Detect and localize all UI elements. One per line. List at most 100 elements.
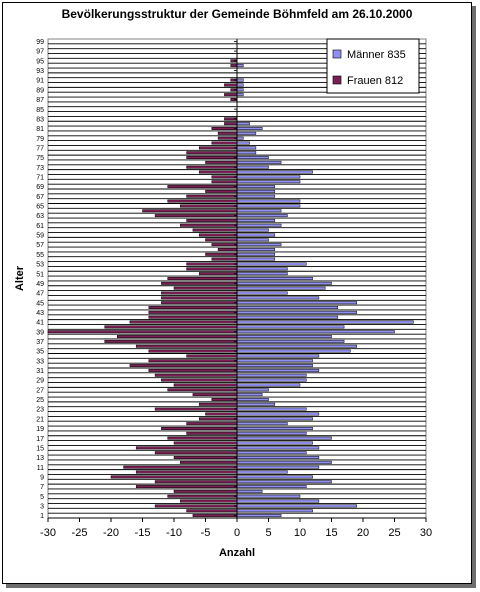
bar-frauen bbox=[154, 214, 238, 218]
bar-frauen bbox=[186, 267, 238, 271]
bar-frauen bbox=[148, 349, 238, 353]
bar-maenner bbox=[236, 339, 345, 343]
chart-frame: Bevölkerungsstruktur der Gemeinde Böhmfe… bbox=[2, 2, 472, 584]
bar-frauen bbox=[192, 393, 238, 397]
bar-maenner bbox=[236, 407, 307, 411]
y-tick-label: 21 bbox=[36, 416, 44, 423]
bar-maenner bbox=[236, 470, 288, 474]
bar-maenner bbox=[236, 364, 313, 368]
bar-frauen bbox=[186, 156, 238, 160]
bar-frauen bbox=[211, 127, 238, 130]
bar-frauen bbox=[198, 402, 238, 406]
x-tick-label: 30 bbox=[420, 527, 432, 539]
bar-maenner bbox=[236, 218, 276, 222]
bar-maenner bbox=[236, 465, 320, 469]
bar-maenner bbox=[236, 373, 307, 377]
y-tick-label: 3 bbox=[40, 504, 44, 511]
y-tick-label: 47 bbox=[36, 291, 44, 298]
bar-frauen bbox=[205, 238, 238, 242]
bar-maenner bbox=[236, 93, 244, 97]
bar-maenner bbox=[236, 422, 288, 426]
bar-maenner bbox=[236, 64, 244, 68]
y-tick-label: 75 bbox=[36, 155, 44, 162]
y-tick-label: 63 bbox=[36, 213, 44, 220]
bar-maenner bbox=[236, 349, 351, 353]
bar-frauen bbox=[198, 146, 238, 150]
bar-frauen bbox=[167, 494, 238, 498]
bar-maenner bbox=[236, 160, 282, 164]
bar-maenner bbox=[236, 267, 288, 271]
y-tick-label: 37 bbox=[36, 339, 44, 346]
bar-frauen bbox=[186, 431, 238, 435]
bar-frauen bbox=[211, 257, 238, 261]
y-tick-label: 5 bbox=[40, 494, 44, 501]
bar-maenner bbox=[236, 141, 250, 145]
y-tick-label: 93 bbox=[36, 68, 44, 75]
bar-maenner bbox=[236, 78, 244, 82]
bar-maenner bbox=[236, 189, 276, 193]
y-tick-label: 9 bbox=[40, 474, 44, 481]
x-tick-label: -20 bbox=[103, 527, 119, 539]
bar-maenner bbox=[236, 514, 282, 518]
legend-label-maenner: Männer 835 bbox=[347, 49, 406, 61]
bar-maenner bbox=[236, 402, 276, 406]
bar-frauen bbox=[167, 436, 238, 440]
y-tick-label: 61 bbox=[36, 223, 44, 230]
bar-maenner bbox=[236, 378, 307, 382]
bar-frauen bbox=[148, 310, 238, 314]
bar-maenner bbox=[236, 509, 313, 513]
bar-frauen bbox=[192, 514, 238, 518]
bar-maenner bbox=[236, 122, 250, 126]
bar-maenner bbox=[236, 310, 357, 314]
bar-frauen bbox=[198, 170, 238, 174]
bar-maenner bbox=[236, 281, 332, 285]
bar-maenner bbox=[236, 330, 395, 334]
bar-frauen bbox=[154, 480, 238, 484]
bar-maenner bbox=[236, 131, 257, 135]
bar-maenner bbox=[236, 175, 301, 179]
bar-maenner bbox=[236, 194, 276, 198]
y-tick-label: 7 bbox=[40, 484, 44, 491]
x-tick-label: -10 bbox=[166, 527, 182, 539]
y-tick-label: 65 bbox=[36, 204, 44, 211]
y-tick-label: 15 bbox=[36, 445, 44, 452]
x-tick-label: -15 bbox=[135, 527, 151, 539]
bar-frauen bbox=[186, 262, 238, 266]
y-tick-label: 25 bbox=[36, 397, 44, 404]
bar-maenner bbox=[236, 397, 269, 401]
bar-frauen bbox=[211, 397, 238, 401]
bar-frauen bbox=[211, 141, 238, 145]
bar-maenner bbox=[236, 209, 282, 213]
bar-maenner bbox=[236, 504, 357, 508]
bar-frauen bbox=[167, 185, 238, 189]
bar-frauen bbox=[180, 499, 238, 503]
y-tick-label: 17 bbox=[36, 436, 44, 443]
bar-maenner bbox=[236, 296, 320, 300]
bar-maenner bbox=[236, 475, 313, 479]
bar-maenner bbox=[236, 214, 288, 218]
bar-frauen bbox=[173, 286, 238, 290]
y-tick-label: 41 bbox=[36, 320, 44, 327]
y-tick-label: 27 bbox=[36, 387, 44, 394]
y-tick-label: 79 bbox=[36, 136, 44, 143]
bar-frauen bbox=[148, 306, 238, 309]
bar-frauen bbox=[104, 325, 238, 329]
y-tick-label: 57 bbox=[36, 242, 44, 249]
bar-frauen bbox=[217, 248, 238, 251]
bar-frauen bbox=[173, 441, 238, 445]
bar-frauen bbox=[198, 272, 238, 276]
bar-frauen bbox=[154, 504, 238, 508]
bar-maenner bbox=[236, 441, 313, 445]
bar-maenner bbox=[236, 83, 244, 87]
bar-maenner bbox=[236, 286, 326, 290]
bar-frauen bbox=[186, 151, 238, 155]
population-pyramid-chart: -30 -25 -20 -15 -10 -5 0 5 10 15 20 25 3013579111315… bbox=[14, 38, 432, 559]
bar-maenner bbox=[236, 156, 269, 160]
y-tick-label: 23 bbox=[36, 407, 44, 414]
bar-frauen bbox=[148, 368, 238, 372]
bar-frauen bbox=[154, 373, 238, 377]
y-tick-label: 13 bbox=[36, 455, 44, 462]
bar-maenner bbox=[236, 460, 332, 464]
bar-maenner bbox=[236, 456, 320, 459]
bar-maenner bbox=[236, 344, 357, 348]
